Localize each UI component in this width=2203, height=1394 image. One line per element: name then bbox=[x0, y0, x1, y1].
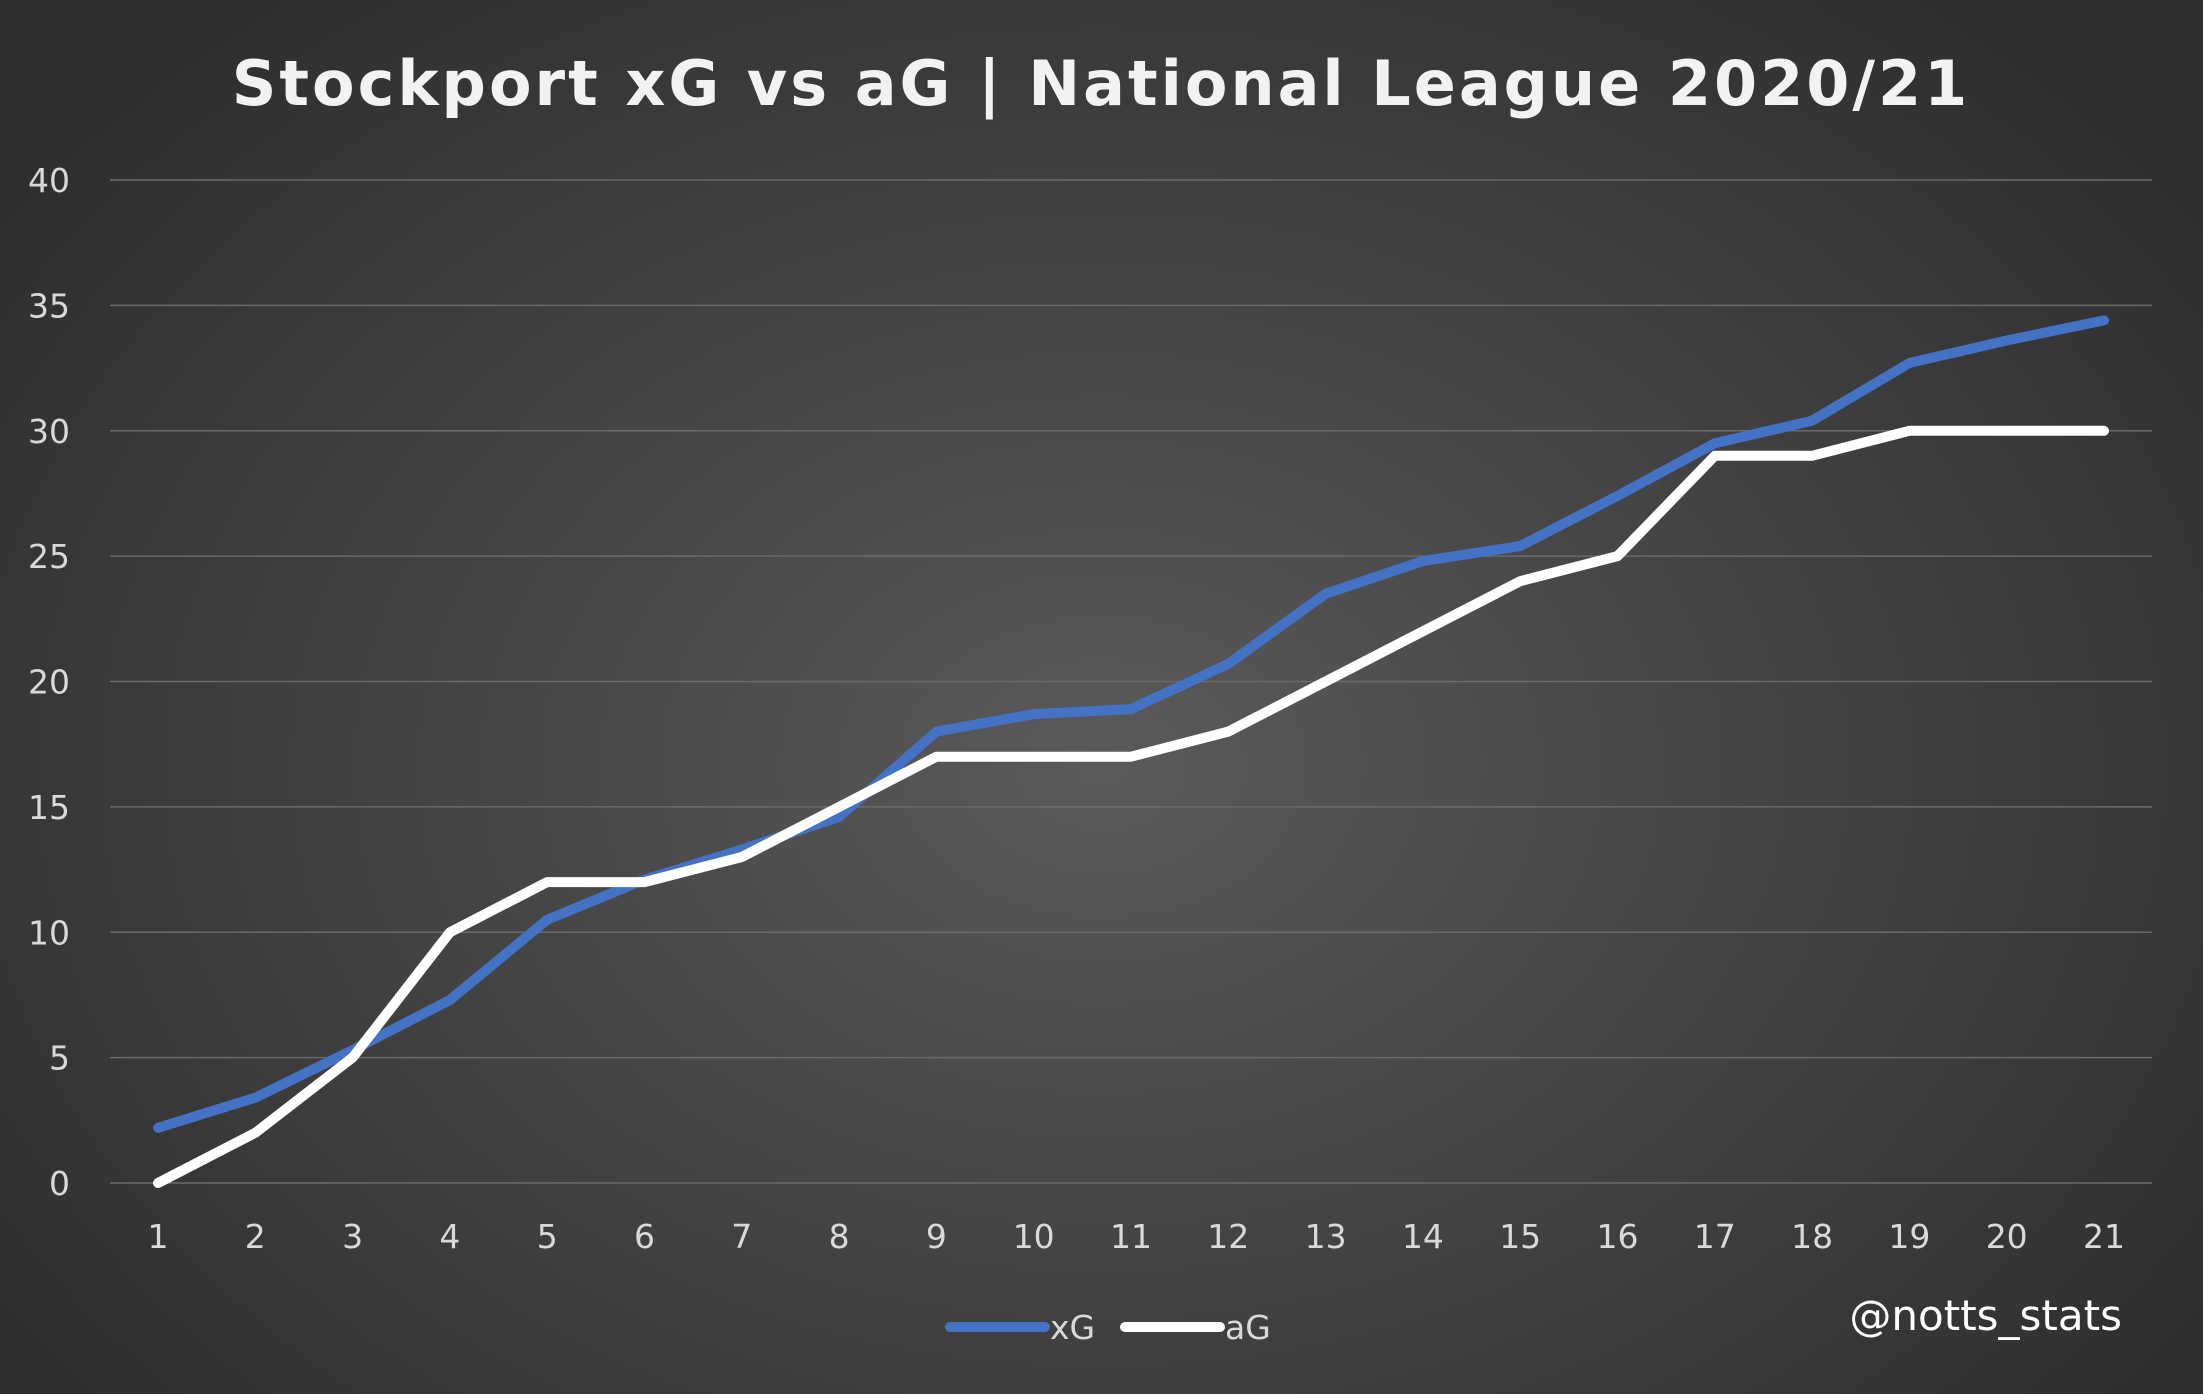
x-tick-label: 14 bbox=[1402, 1217, 1444, 1256]
x-tick-label: 8 bbox=[829, 1217, 850, 1256]
x-tick-label: 18 bbox=[1791, 1217, 1833, 1256]
gridlines bbox=[110, 179, 2152, 1184]
y-tick-label: 20 bbox=[28, 663, 70, 702]
y-tick-label: 25 bbox=[28, 537, 70, 576]
x-tick-label: 21 bbox=[2083, 1217, 2125, 1256]
x-tick-label: 12 bbox=[1207, 1217, 1249, 1256]
legend: xG aG bbox=[945, 1308, 1271, 1347]
legend-label-xG: xG bbox=[1050, 1308, 1095, 1347]
credit-label: @notts_stats bbox=[1849, 1291, 2122, 1340]
series-lines bbox=[153, 315, 2109, 1188]
x-axis-ticks: 1 2 3 4 5 6 7 8 9 10 11 12 13 14 15 16 17 18 19 20 21 bbox=[148, 1217, 2126, 1256]
x-tick-label: 10 bbox=[1013, 1217, 1055, 1256]
y-axis-ticks: 0 5 10 15 20 25 30 35 40 bbox=[28, 161, 70, 1203]
x-tick-label: 17 bbox=[1694, 1217, 1736, 1256]
x-tick-label: 19 bbox=[1888, 1217, 1930, 1256]
x-tick-label: 9 bbox=[926, 1217, 947, 1256]
x-tick-label: 4 bbox=[439, 1217, 460, 1256]
series-line-aG bbox=[153, 425, 2109, 1188]
y-tick-label: 10 bbox=[28, 913, 70, 952]
x-tick-label: 16 bbox=[1597, 1217, 1639, 1256]
x-tick-label: 5 bbox=[537, 1217, 558, 1256]
y-tick-label: 5 bbox=[49, 1039, 70, 1078]
y-tick-label: 30 bbox=[28, 412, 70, 451]
x-tick-label: 2 bbox=[245, 1217, 266, 1256]
x-tick-label: 6 bbox=[634, 1217, 655, 1256]
x-tick-label: 1 bbox=[148, 1217, 169, 1256]
y-tick-label: 15 bbox=[28, 788, 70, 827]
legend-label-aG: aG bbox=[1225, 1308, 1271, 1347]
y-tick-label: 35 bbox=[28, 286, 70, 325]
x-tick-label: 3 bbox=[342, 1217, 363, 1256]
x-tick-label: 11 bbox=[1110, 1217, 1152, 1256]
series-line-xG bbox=[153, 315, 2109, 1133]
x-tick-label: 15 bbox=[1499, 1217, 1541, 1256]
x-tick-label: 20 bbox=[1986, 1217, 2028, 1256]
x-tick-label: 7 bbox=[731, 1217, 752, 1256]
x-tick-label: 13 bbox=[1305, 1217, 1347, 1256]
y-tick-label: 40 bbox=[28, 161, 70, 200]
chart-title: Stockport xG vs aG | National League 202… bbox=[232, 47, 1971, 121]
y-tick-label: 0 bbox=[49, 1164, 70, 1203]
